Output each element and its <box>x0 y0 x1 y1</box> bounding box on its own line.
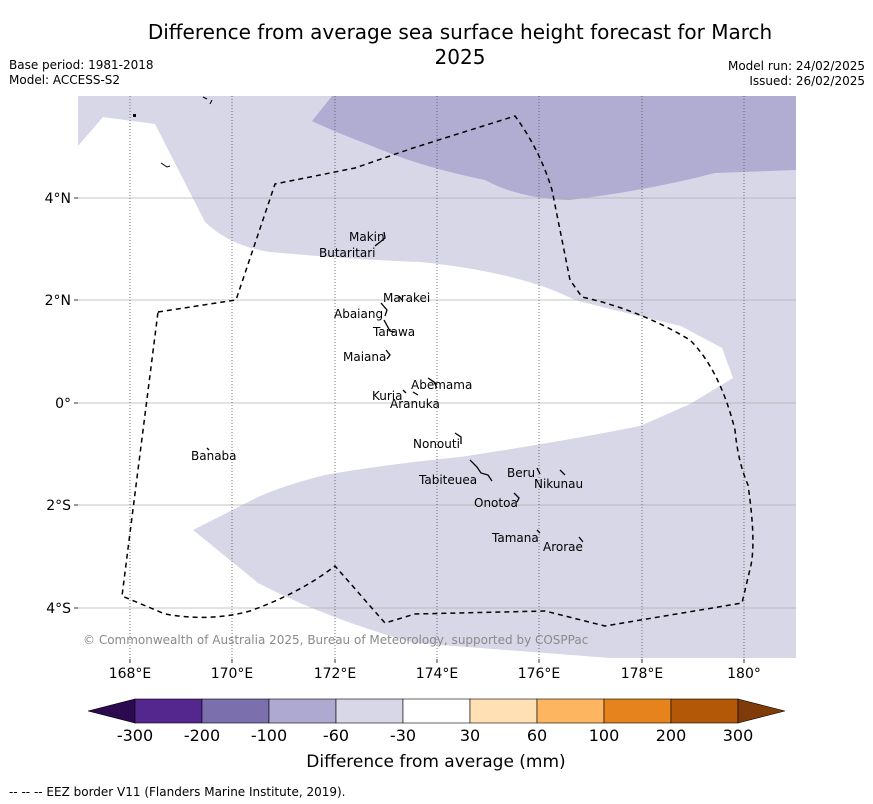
colorbar-segment <box>536 698 605 724</box>
base-period: Base period: 1981-2018 <box>9 58 154 72</box>
eastern-anomaly-region <box>193 290 796 658</box>
colorbar-tick: 300 <box>723 726 754 745</box>
colorbar-tick: 60 <box>527 726 547 745</box>
meta-right: Model run: 24/02/2025 Issued: 26/02/2025 <box>728 59 865 89</box>
colorbar-segment <box>402 698 471 724</box>
gridlines <box>74 96 796 663</box>
place-labels: Makin Butaritari Marakei Abaiang Tarawa … <box>191 230 583 554</box>
colorbar-segment <box>335 698 404 724</box>
island-aranuka <box>412 391 419 396</box>
island-nikunau <box>559 469 566 476</box>
colorbar <box>87 698 786 724</box>
place-label-banaba: Banaba <box>191 449 237 463</box>
island-marakei <box>398 295 403 301</box>
place-label-abaiang: Abaiang <box>334 307 383 321</box>
lon-label-180: 180° <box>727 666 761 682</box>
colorbar-min-arrow <box>87 698 136 724</box>
island-abemama <box>427 377 438 389</box>
colorbar-ticks: -300 -200 -100 -60 -30 30 60 100 200 300 <box>117 726 753 745</box>
colorbar-tick: -100 <box>251 726 287 745</box>
model-run: Model run: 24/02/2025 <box>727 59 865 73</box>
island-abaiang <box>380 302 388 317</box>
island-onotoa <box>513 492 520 503</box>
longitude-labels: 168°E 170°E 172°E 174°E 176°E 178°E 180° <box>109 666 761 682</box>
place-label-aranuka: Aranuka <box>390 397 440 411</box>
place-label-maiana: Maiana <box>343 350 386 364</box>
place-label-marakei: Marakei <box>383 291 430 305</box>
island-maiana <box>385 349 391 360</box>
colorbar-segment <box>268 698 337 724</box>
lat-label-0: 0° <box>55 396 71 412</box>
lon-label-174e: 174°E <box>416 666 459 682</box>
island-outlines <box>206 231 584 543</box>
lat-label-2n: 2°N <box>45 293 71 309</box>
place-label-tarawa: Tarawa <box>372 325 415 339</box>
eez-border <box>121 115 754 627</box>
place-label-nonouti: Nonouti <box>413 437 460 451</box>
island-tabiteuea <box>469 459 493 482</box>
copyright-notice: © Commonwealth of Australia 2025, Bureau… <box>83 633 588 647</box>
lon-label-176e: 176°E <box>518 666 561 682</box>
lon-label-168e: 168°E <box>109 666 152 682</box>
place-label-abemama: Abemama <box>411 378 472 392</box>
colorbar-segment <box>201 698 270 724</box>
island-artifact <box>202 96 213 105</box>
island-beru <box>536 467 541 475</box>
place-label-beru: Beru <box>507 466 535 480</box>
island-kuria <box>402 389 407 394</box>
northern-strong-anomaly-region <box>312 96 796 200</box>
island-arorae <box>578 536 584 543</box>
island-tamana <box>536 529 541 534</box>
chart-title: Difference from average sea surface heig… <box>147 20 773 69</box>
island-tarawa <box>383 319 396 333</box>
eez-source-note: -- -- -- EEZ border V11 (Flanders Marine… <box>9 785 346 799</box>
colorbar-tick: -60 <box>323 726 349 745</box>
place-label-kuria: Kuria <box>372 389 403 403</box>
lon-label-172e: 172°E <box>314 666 357 682</box>
colorbar-segment <box>603 698 672 724</box>
colorbar-segment <box>469 698 538 724</box>
lat-label-2s: 2°S <box>46 498 71 514</box>
place-label-nikunau: Nikunau <box>534 477 583 491</box>
colorbar-tick: -200 <box>184 726 220 745</box>
island-artifact <box>133 114 136 117</box>
place-label-tabiteuea: Tabiteuea <box>418 473 477 487</box>
colorbar-tick: -300 <box>117 726 153 745</box>
model-name: Model: ACCESS-S2 <box>9 73 121 87</box>
latitude-labels: 4°N 2°N 0° 2°S 4°S <box>45 191 72 617</box>
lat-label-4n: 4°N <box>45 191 71 207</box>
colorbar-segment <box>670 698 739 724</box>
place-label-butaritari: Butaritari <box>319 246 376 260</box>
colorbar-max-arrow <box>737 698 786 724</box>
lon-label-178e: 178°E <box>621 666 664 682</box>
lat-label-4s: 4°S <box>46 601 71 617</box>
colorbar-segment <box>134 698 203 724</box>
colorbar-label: Difference from average (mm) <box>306 752 565 772</box>
place-label-arorae: Arorae <box>543 540 583 554</box>
place-label-onotoa: Onotoa <box>474 496 518 510</box>
meta-left: Base period: 1981-2018 Model: ACCESS-S2 <box>9 58 154 88</box>
island-nonouti <box>454 432 462 444</box>
island-artifact <box>160 162 171 168</box>
colorbar-tick: 30 <box>460 726 480 745</box>
island-makin <box>374 231 386 247</box>
colorbar-tick: -30 <box>390 726 416 745</box>
place-label-makin: Makin <box>349 230 385 244</box>
island-banaba <box>206 447 210 451</box>
lon-label-170e: 170°E <box>211 666 254 682</box>
place-label-tamana: Tamana <box>491 531 539 545</box>
colorbar-tick: 200 <box>656 726 687 745</box>
colorbar-tick: 100 <box>589 726 620 745</box>
issued-date: Issued: 26/02/2025 <box>749 74 865 88</box>
